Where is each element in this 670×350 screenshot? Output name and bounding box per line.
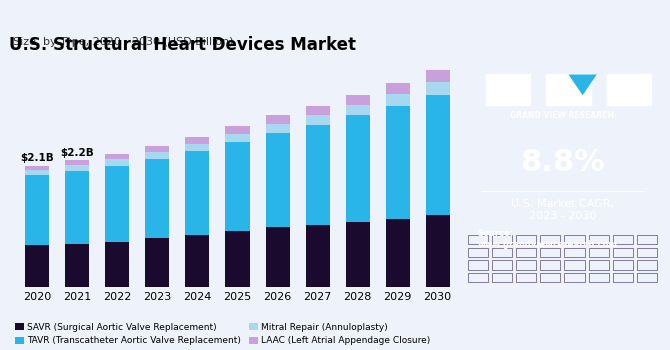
Bar	[346, 95, 370, 105]
Bar	[25, 170, 50, 175]
Bar	[346, 222, 370, 287]
Bar	[226, 126, 249, 134]
Bar	[105, 166, 129, 242]
Bar	[105, 154, 129, 159]
Text: $2.1B: $2.1B	[21, 153, 54, 163]
Bar	[25, 166, 50, 170]
Bar	[226, 134, 249, 142]
Bar	[66, 160, 89, 165]
Bar	[385, 219, 409, 287]
Bar	[425, 70, 450, 82]
Text: $2.2B: $2.2B	[60, 148, 94, 158]
Bar	[66, 244, 89, 287]
FancyBboxPatch shape	[486, 75, 530, 105]
Bar	[105, 242, 129, 287]
Bar	[25, 175, 50, 245]
Bar	[226, 142, 249, 231]
Bar	[306, 125, 330, 225]
Bar	[25, 245, 50, 287]
FancyBboxPatch shape	[546, 75, 591, 105]
Bar	[346, 105, 370, 116]
Bar	[425, 215, 450, 287]
Bar	[186, 144, 210, 151]
Polygon shape	[569, 75, 597, 95]
Text: U.S. Market CAGR,
2023 - 2030: U.S. Market CAGR, 2023 - 2030	[511, 199, 614, 221]
Bar	[265, 116, 289, 124]
Bar	[425, 95, 450, 215]
Bar	[265, 124, 289, 133]
Bar	[346, 116, 370, 222]
Bar	[385, 93, 409, 106]
Text: GRAND VIEW RESEARCH: GRAND VIEW RESEARCH	[511, 111, 614, 120]
Text: Size, by Type, 2020 - 2030 (USD Billion): Size, by Type, 2020 - 2030 (USD Billion)	[13, 37, 234, 47]
Bar	[265, 133, 289, 227]
Bar	[186, 235, 210, 287]
Bar	[226, 231, 249, 287]
Bar	[385, 83, 409, 93]
Bar	[265, 227, 289, 287]
Bar	[385, 106, 409, 219]
Bar	[145, 152, 170, 159]
Bar	[425, 82, 450, 95]
Bar	[186, 151, 210, 235]
Text: Source:
www.grandviewresearch.com: Source: www.grandviewresearch.com	[478, 229, 618, 248]
Bar	[145, 238, 170, 287]
Bar	[145, 159, 170, 238]
Bar	[105, 159, 129, 166]
FancyBboxPatch shape	[607, 75, 651, 105]
Bar	[306, 106, 330, 115]
Text: U.S. Structural Heart Devices Market: U.S. Structural Heart Devices Market	[9, 36, 356, 55]
Text: 8.8%: 8.8%	[520, 148, 605, 177]
Bar	[306, 225, 330, 287]
Bar	[145, 146, 170, 152]
Legend: SAVR (Surgical Aortic Valve Replacement), TAVR (Transcatheter Aortic Valve Repla: SAVR (Surgical Aortic Valve Replacement)…	[11, 319, 434, 349]
Bar	[66, 165, 89, 171]
Bar	[306, 115, 330, 125]
Bar	[66, 171, 89, 244]
Bar	[186, 137, 210, 144]
